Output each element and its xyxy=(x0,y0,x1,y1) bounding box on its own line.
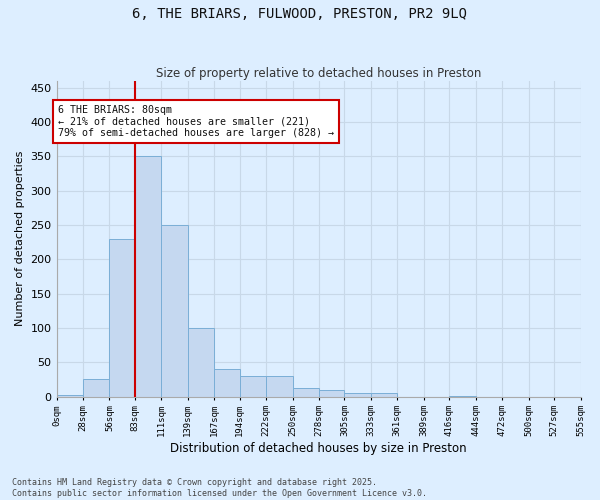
Bar xyxy=(239,376,266,396)
Bar xyxy=(56,395,83,396)
Bar xyxy=(214,369,239,396)
Bar xyxy=(319,390,344,396)
Bar xyxy=(293,388,319,396)
Bar xyxy=(83,380,109,396)
Bar xyxy=(188,328,214,396)
Y-axis label: Number of detached properties: Number of detached properties xyxy=(15,151,25,326)
Text: 6 THE BRIARS: 80sqm
← 21% of detached houses are smaller (221)
79% of semi-detac: 6 THE BRIARS: 80sqm ← 21% of detached ho… xyxy=(58,104,334,138)
Bar xyxy=(161,225,188,396)
Bar xyxy=(135,156,161,396)
Bar xyxy=(371,393,397,396)
Bar xyxy=(344,393,371,396)
Bar xyxy=(266,376,293,396)
Text: 6, THE BRIARS, FULWOOD, PRESTON, PR2 9LQ: 6, THE BRIARS, FULWOOD, PRESTON, PR2 9LQ xyxy=(133,8,467,22)
X-axis label: Distribution of detached houses by size in Preston: Distribution of detached houses by size … xyxy=(170,442,467,455)
Bar xyxy=(109,238,135,396)
Text: Contains HM Land Registry data © Crown copyright and database right 2025.
Contai: Contains HM Land Registry data © Crown c… xyxy=(12,478,427,498)
Title: Size of property relative to detached houses in Preston: Size of property relative to detached ho… xyxy=(156,66,481,80)
